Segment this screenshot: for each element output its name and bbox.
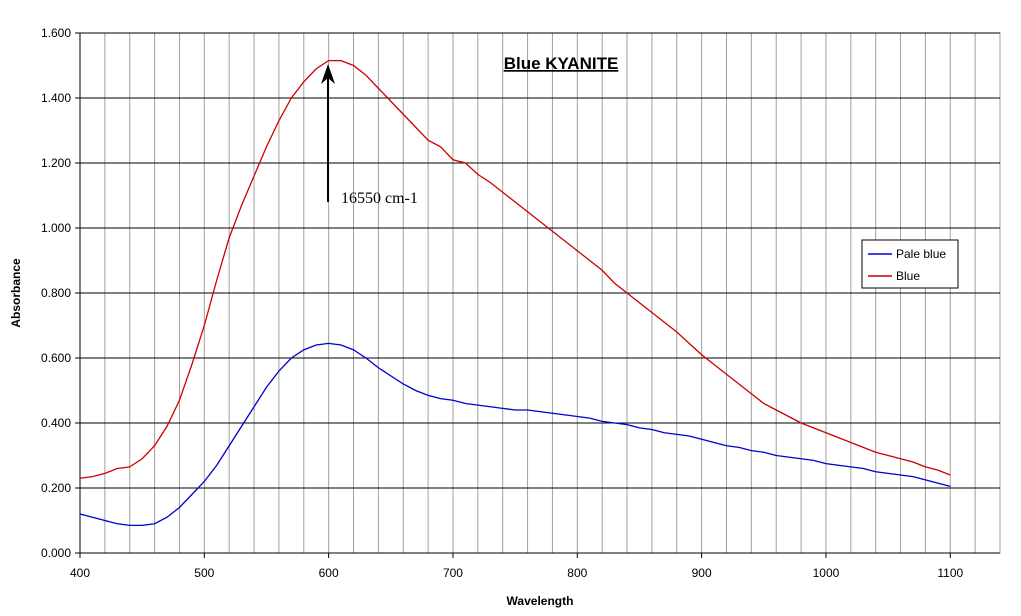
y-tick-label: 1.600: [41, 26, 71, 40]
legend-label: Pale blue: [896, 247, 946, 261]
annotation: 16550 cm-1: [341, 190, 418, 207]
x-tick-label: 800: [567, 566, 587, 580]
grid: [79, 32, 1001, 554]
y-tick-label: 0.600: [41, 351, 71, 365]
x-tick-label: 1000: [813, 566, 840, 580]
data-line: [79, 342, 951, 527]
y-axis-label: Absorbance: [9, 258, 23, 328]
legend-box: [861, 239, 959, 289]
y-tick-label: 0.800: [41, 286, 71, 300]
legend-label: Blue: [896, 269, 920, 283]
x-tick-label: 600: [319, 566, 339, 580]
data-line: [79, 59, 951, 479]
x-tick-label: 900: [692, 566, 712, 580]
x-tick-label: 500: [194, 566, 214, 580]
x-axis-label: Wavelength: [507, 594, 574, 608]
x-tick-label: 1100: [937, 566, 963, 580]
y-tick-label: 0.400: [41, 416, 71, 430]
y-tick-label: 1.200: [41, 156, 71, 170]
y-tick-label: 0.000: [41, 546, 71, 560]
x-tick-label: 400: [70, 566, 90, 580]
x-tick-label: 700: [443, 566, 463, 580]
annotation-arrowhead: [321, 64, 335, 84]
y-tick-label: 1.400: [41, 91, 71, 105]
y-tick-label: 1.000: [41, 221, 71, 235]
chart-title: Blue KYANITE: [504, 54, 619, 73]
y-tick-label: 0.200: [41, 481, 71, 495]
